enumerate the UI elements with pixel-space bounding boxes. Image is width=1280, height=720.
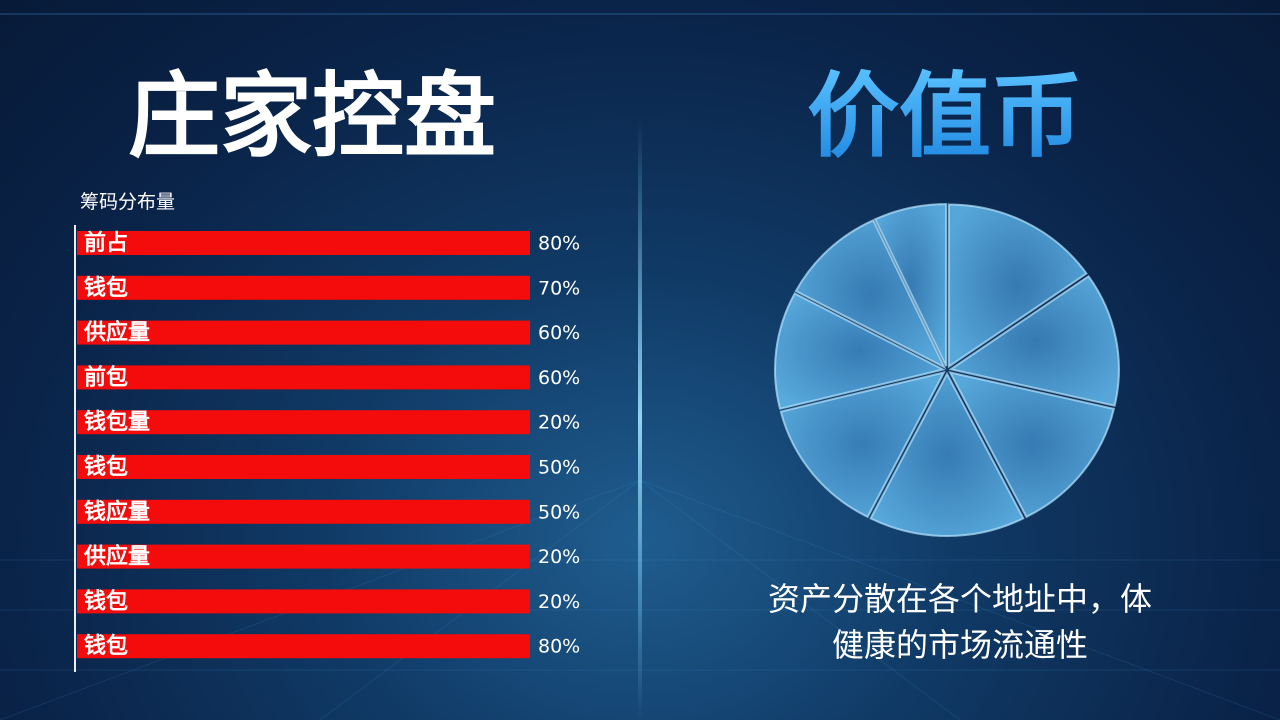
row-value: 60%: [538, 322, 580, 344]
bar: [77, 365, 530, 390]
pie-illustration: [774, 203, 1120, 537]
row-label: 钱包: [84, 633, 128, 659]
pie-slice: [774, 292, 946, 410]
bar: [77, 231, 530, 255]
bar: [77, 634, 530, 659]
row-label: 供应量: [83, 544, 150, 570]
row-label: 钱应量: [84, 499, 150, 525]
bar: [77, 544, 530, 569]
row-value: 20%: [538, 591, 580, 613]
right-title: 价值币: [807, 63, 1083, 170]
bar: [77, 455, 530, 479]
pie-slice: [947, 203, 1088, 369]
row-value: 60%: [538, 367, 580, 389]
row-value: 20%: [538, 546, 580, 568]
row-label: 钱包: [84, 588, 128, 614]
row-value: 70%: [538, 277, 580, 299]
divider: [638, 120, 642, 720]
left-subtitle: 筹码分布量: [80, 191, 175, 213]
pie-slice: [873, 203, 948, 367]
row-label: 供应量: [83, 320, 150, 346]
pie-slice: [948, 371, 1116, 519]
bar: [77, 589, 530, 614]
row-value: 80%: [538, 233, 580, 255]
row-label: 钱包: [84, 275, 128, 301]
bar: [77, 499, 530, 524]
bar: [77, 275, 530, 300]
pie-slice: [948, 274, 1120, 407]
row-label: 钱包量: [84, 409, 150, 435]
bar: [77, 410, 530, 435]
pie-slice: [869, 371, 1025, 537]
row-value: 50%: [538, 501, 580, 523]
row-label: 前占: [84, 230, 128, 256]
row-value: 50%: [538, 457, 580, 479]
row-label: 钱包: [84, 454, 128, 480]
pie-slice: [779, 371, 946, 519]
bar-list: 前占 80% 钱包 70% 供应量 60% 前包 60% 钱包量 20% 钱包 50% 钱应量 50% 供应…: [77, 230, 580, 659]
pie-slice: [794, 218, 947, 370]
caption-line: 资产分散在各个地址中，体: [768, 580, 1152, 618]
row-label: 前包: [84, 364, 128, 390]
bar: [77, 320, 530, 345]
row-value: 80%: [538, 636, 580, 658]
row-value: 20%: [538, 412, 580, 434]
left-title: 庄家控盘: [128, 63, 496, 170]
caption-line: 健康的市场流通性: [832, 626, 1088, 664]
